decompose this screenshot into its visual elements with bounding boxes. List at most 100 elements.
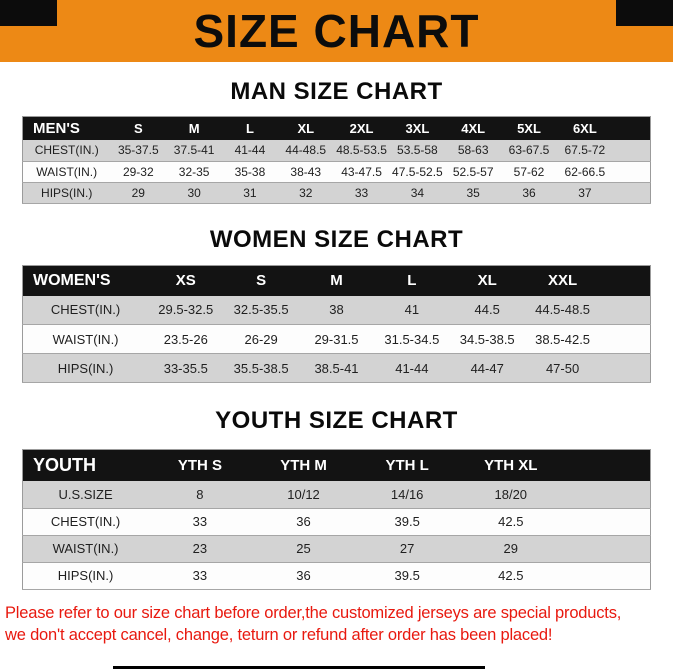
- filler-cell: [600, 324, 651, 355]
- size-header-cell: YTH M: [251, 449, 356, 482]
- women-size-heading: WOMEN SIZE CHART: [209, 225, 464, 253]
- size-header-cell: 5XL: [501, 116, 557, 141]
- row-label-cell: WAIST(IN.): [22, 161, 111, 183]
- value-cell: 38: [298, 295, 375, 326]
- value-cell: 30: [166, 182, 223, 204]
- size-header-cell: XL: [449, 265, 525, 296]
- row-label-cell: HIPS(IN.): [22, 353, 149, 384]
- size-header-cell: S: [223, 265, 299, 296]
- table-header-row: MEN'S S M L XL 2XL 3XL 4XL 5XL 6XL: [22, 116, 651, 141]
- value-cell: 58-63: [445, 140, 502, 162]
- value-cell: 63-67.5: [501, 140, 557, 162]
- value-cell: 38-43: [277, 161, 334, 183]
- value-cell: 38.5-42.5: [524, 324, 601, 355]
- size-header-cell: 2XL: [333, 116, 390, 141]
- value-cell: 36: [501, 182, 557, 204]
- value-cell: 36: [251, 562, 356, 590]
- size-header-cell: 4XL: [445, 116, 502, 141]
- value-cell: 42.5: [458, 562, 563, 590]
- size-header-cell: XS: [148, 265, 224, 296]
- value-cell: 29-32: [110, 161, 167, 183]
- size-header-cell: L: [222, 116, 278, 141]
- table-name-cell: WOMEN'S: [22, 265, 149, 296]
- value-cell: 35-37.5: [110, 140, 167, 162]
- value-cell: 39.5: [355, 562, 459, 590]
- row-label-cell: HIPS(IN.): [22, 562, 149, 590]
- row-label-cell: CHEST(IN.): [22, 508, 149, 536]
- value-cell: 32.5-35.5: [223, 295, 299, 326]
- table-row: WAIST(IN.) 23 25 27 29: [22, 535, 651, 563]
- value-cell: 29-31.5: [298, 324, 375, 355]
- value-cell: 52.5-57: [445, 161, 502, 183]
- value-cell: 38.5-41: [298, 353, 375, 384]
- value-cell: 44.5: [449, 295, 525, 326]
- size-header-cell: YTH XL: [458, 449, 563, 482]
- row-label-cell: HIPS(IN.): [22, 182, 111, 204]
- corner-block-right: [616, 0, 673, 26]
- value-cell: 33: [148, 562, 252, 590]
- value-cell: 67.5-72: [556, 140, 613, 162]
- man-size-heading: MAN SIZE CHART: [230, 78, 443, 105]
- corner-block-left: [0, 0, 57, 26]
- size-header-cell: 3XL: [389, 116, 446, 141]
- size-header-cell: S: [110, 116, 167, 141]
- value-cell: 10/12: [251, 481, 356, 509]
- table-row: HIPS(IN.) 29 30 31 32 33 34 35 36 37: [22, 182, 651, 204]
- size-header-cell: 6XL: [556, 116, 613, 141]
- value-cell: 42.5: [458, 508, 563, 536]
- value-cell: 26-29: [223, 324, 299, 355]
- table-row: CHEST(IN.) 33 36 39.5 42.5: [22, 508, 651, 536]
- footer-line-1: Please refer to our size chart before or…: [5, 603, 622, 622]
- value-cell: 35.5-38.5: [223, 353, 299, 384]
- table-row: WAIST(IN.) 23.5-26 26-29 29-31.5 31.5-34.5 34…: [22, 324, 651, 355]
- row-label-cell: U.S.SIZE: [22, 481, 149, 509]
- footer-line-2: we don't accept cancel, change, teturn o…: [5, 625, 553, 644]
- table-name-cell: MEN'S: [22, 116, 111, 141]
- bottom-edge-mark: [113, 666, 485, 669]
- table-row: CHEST(IN.) 35-37.5 37.5-41 41-44 44-48.5 48.5…: [22, 140, 651, 162]
- man-size-section: MAN SIZE CHART MEN'S S M L XL 2XL 3XL 4XL 5XL 6XL…: [0, 78, 673, 204]
- size-header-cell: L: [374, 265, 450, 296]
- footer-note: Please refer to our size chart before or…: [0, 602, 673, 646]
- filler-cell: [562, 481, 651, 509]
- value-cell: 33-35.5: [148, 353, 224, 384]
- value-cell: 57-62: [501, 161, 557, 183]
- table-row: HIPS(IN.) 33 36 39.5 42.5: [22, 562, 651, 590]
- value-cell: 33: [333, 182, 390, 204]
- value-cell: 32: [277, 182, 334, 204]
- value-cell: 44-47: [449, 353, 525, 384]
- value-cell: 32-35: [166, 161, 223, 183]
- value-cell: 29: [110, 182, 167, 204]
- value-cell: 23.5-26: [148, 324, 224, 355]
- value-cell: 41-44: [374, 353, 450, 384]
- value-cell: 29: [458, 535, 563, 563]
- value-cell: 23: [148, 535, 252, 563]
- table-header-row: WOMEN'S XS S M L XL XXL: [22, 265, 651, 296]
- value-cell: 48.5-53.5: [333, 140, 390, 162]
- value-cell: 44.5-48.5: [524, 295, 601, 326]
- filler-cell: [600, 353, 651, 384]
- youth-size-section: YOUTH SIZE CHART YOUTH YTH S YTH M YTH L YTH…: [0, 407, 673, 590]
- row-label-cell: WAIST(IN.): [22, 535, 149, 563]
- size-header-cell: YTH L: [355, 449, 459, 482]
- value-cell: 33: [148, 508, 252, 536]
- filler-cell: [612, 140, 651, 162]
- table-header-row: YOUTH YTH S YTH M YTH L YTH XL: [22, 449, 651, 482]
- filler-cell: [600, 265, 651, 296]
- value-cell: 8: [148, 481, 252, 509]
- row-label-cell: CHEST(IN.): [22, 295, 149, 326]
- value-cell: 47-50: [524, 353, 601, 384]
- value-cell: 53.5-58: [389, 140, 446, 162]
- size-header-cell: XXL: [524, 265, 601, 296]
- value-cell: 27: [355, 535, 459, 563]
- size-header-cell: YTH S: [148, 449, 252, 482]
- youth-size-table: YOUTH YTH S YTH M YTH L YTH XL U.S.SIZE 8 10/12…: [22, 448, 651, 590]
- size-header-cell: XL: [277, 116, 334, 141]
- value-cell: 41: [374, 295, 450, 326]
- youth-size-heading: YOUTH SIZE CHART: [215, 407, 458, 435]
- title-banner: SIZE CHART: [0, 0, 673, 62]
- table-row: CHEST(IN.) 29.5-32.5 32.5-35.5 38 41 44.5 44.5…: [22, 295, 651, 326]
- value-cell: 35-38: [222, 161, 278, 183]
- filler-cell: [562, 449, 651, 482]
